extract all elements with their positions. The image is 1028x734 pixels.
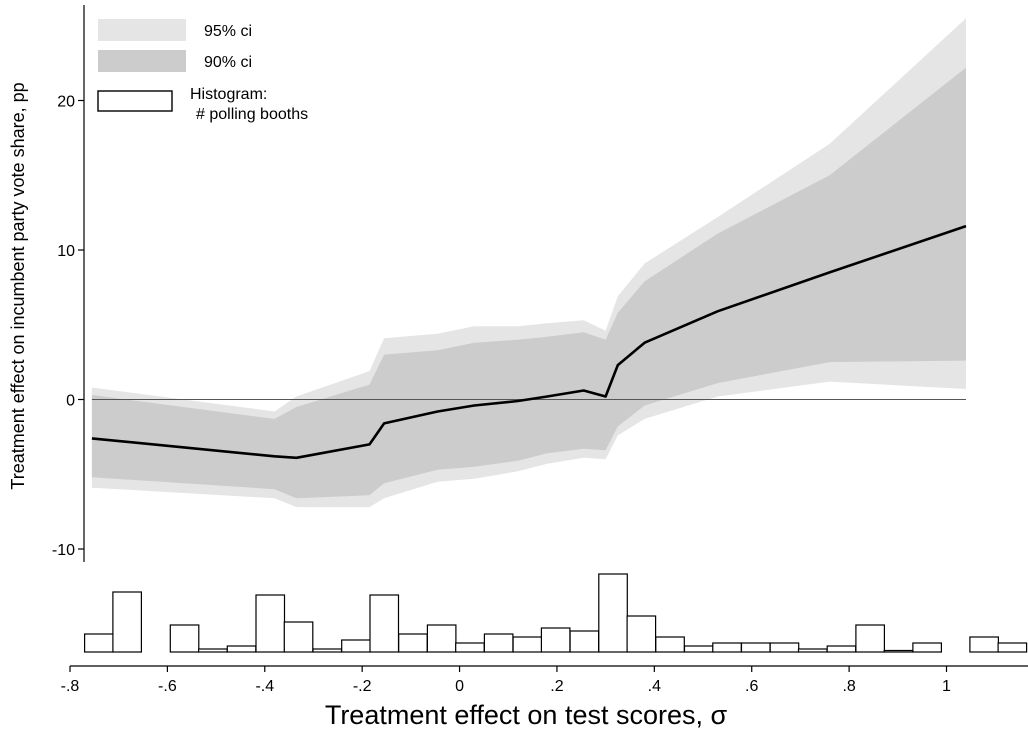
histogram-bar (341, 639, 371, 653)
x-tick-label: 1 (942, 678, 951, 695)
legend-label-histogram-line2: # polling booths (196, 106, 308, 123)
legend-swatch-ci90 (98, 50, 186, 72)
x-tick-label: .4 (648, 678, 661, 695)
histogram-bar (826, 645, 857, 653)
histogram-bar (426, 624, 457, 653)
histogram-layer (83, 573, 1028, 653)
ci95-band (91, 18, 966, 508)
histogram-bar (740, 642, 771, 653)
legend-label-histogram-line1: Histogram: (190, 86, 267, 103)
ci95-band-layer (91, 18, 966, 508)
x-tick-label: -.8 (61, 678, 80, 695)
histogram-bar (883, 649, 914, 653)
y-tick-label: 0 (66, 393, 75, 410)
histogram-bar (198, 648, 228, 653)
histogram-bar (683, 645, 714, 653)
y-tick-label: 20 (57, 94, 75, 111)
histogram-bar (112, 591, 143, 653)
histogram-bar (598, 573, 628, 653)
x-tick-label: .8 (842, 678, 855, 695)
histogram-bar (969, 636, 1000, 653)
x-tick-label: -.2 (353, 678, 372, 695)
histogram-bar (255, 594, 286, 653)
x-axis-title: Treatment effect on test scores, σ (325, 700, 728, 730)
histogram-bar (655, 636, 685, 653)
ci90-band (91, 67, 966, 499)
histogram-bar (712, 642, 742, 653)
x-tick-label: -.6 (158, 678, 177, 695)
y-axis-title: Treatment effect on incumbent party vote… (8, 82, 28, 489)
histogram-bar (626, 615, 657, 653)
histogram-bar (483, 633, 514, 653)
y-tick-label: 10 (57, 243, 75, 260)
histogram-bar (369, 594, 400, 653)
legend-label-ci90: 90% ci (204, 54, 252, 71)
histogram-bar (769, 642, 800, 653)
histogram-bar (226, 645, 257, 653)
histogram-bar (855, 624, 886, 653)
estimate-line (91, 224, 967, 460)
histogram-bar (512, 636, 543, 653)
legend-swatch-histogram (97, 90, 173, 112)
histogram-bar (540, 627, 571, 653)
x-tick-label: 0 (455, 678, 464, 695)
legend-swatch-ci95 (98, 19, 186, 41)
legend: 95% ci 90% ci Histogram: # polling booth… (97, 19, 308, 123)
histogram-bar (569, 630, 600, 653)
x-tick-label: .2 (550, 678, 563, 695)
histogram-bar (912, 642, 943, 653)
histogram-bar (797, 648, 828, 653)
histogram-bar (312, 648, 343, 653)
histogram-bar (83, 633, 114, 653)
x-axis: -.8 -.6 -.4 -.2 0 .2 .4 .6 .8 1 (61, 665, 1028, 695)
estimate-line-layer (91, 224, 967, 460)
ci90-band-layer (91, 67, 966, 499)
histogram-bar (997, 642, 1028, 653)
legend-label-ci95: 95% ci (204, 23, 252, 40)
histogram-bar (455, 642, 485, 653)
x-tick-label: .6 (745, 678, 758, 695)
y-tick-label: -10 (52, 542, 75, 559)
histogram-bar (283, 621, 314, 653)
histogram-bar (398, 633, 428, 653)
x-tick-label: -.4 (255, 678, 274, 695)
y-axis: -10 0 10 20 (52, 5, 85, 562)
histogram-bar (169, 624, 200, 653)
